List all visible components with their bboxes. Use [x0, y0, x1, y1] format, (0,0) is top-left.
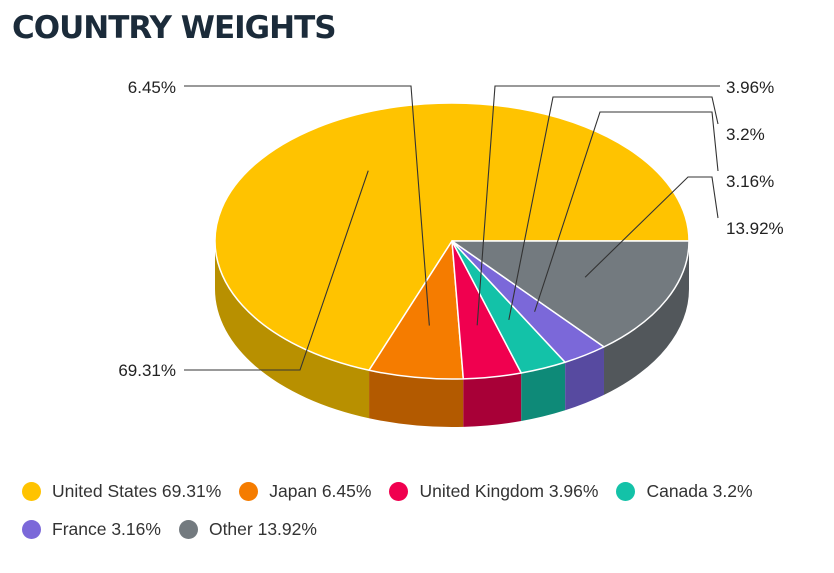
legend-item-united-kingdom[interactable]: United Kingdom 3.96% [389, 481, 598, 502]
legend-item-japan[interactable]: Japan 6.45% [239, 481, 371, 502]
leader-line-united-states [184, 170, 369, 371]
leader-lines [184, 85, 720, 371]
legend-row-2: France 3.16% Other 13.92% [22, 510, 822, 548]
leader-line-other [584, 176, 719, 278]
pie-side-japan [369, 370, 464, 427]
pie-side-france [565, 346, 604, 411]
data-label-united-states: 69.31% [118, 361, 176, 380]
pie-chart: 69.31% 6.45% 3.96% 3.2% 3.16% 13.92% [118, 78, 784, 427]
pie-slice-other[interactable] [451, 240, 690, 348]
data-label-france: 3.16% [726, 172, 774, 191]
data-label-other: 13.92% [726, 219, 784, 238]
legend-label-japan: Japan 6.45% [269, 480, 372, 501]
pie-slices [214, 102, 690, 380]
legend-label-france: France 3.16% [52, 518, 161, 539]
pie-side-united-states [214, 241, 370, 419]
pie-side-united-kingdom [463, 372, 522, 427]
legend-label-united-kingdom: United Kingdom 3.96% [419, 480, 599, 501]
leader-line-canada [508, 96, 719, 321]
legend-swatch-other [178, 519, 198, 539]
chart-title: COUNTRY WEIGHTS [12, 10, 337, 46]
legend-swatch-france [22, 519, 41, 539]
legend-swatch-united-kingdom [389, 481, 409, 501]
data-labels: 69.31% 6.45% 3.96% 3.2% 3.16% 13.92% [118, 78, 783, 380]
legend: United States 69.31% Japan 6.45% United … [22, 472, 822, 548]
legend-swatch-japan [239, 481, 259, 501]
leader-line-japan [184, 85, 430, 326]
legend-item-other[interactable]: Other 13.92% [178, 518, 317, 540]
leader-line-united-kingdom [476, 85, 720, 326]
data-label-united-kingdom: 3.96% [726, 78, 774, 97]
legend-item-france[interactable]: France 3.16% [22, 519, 161, 540]
legend-swatch-canada [616, 481, 636, 501]
legend-label-united-states: United States 69.31% [52, 480, 222, 501]
legend-label-other: Other 13.92% [208, 518, 317, 539]
legend-item-canada[interactable]: Canada 3.2% [616, 480, 753, 502]
pie-side-canada [521, 362, 566, 421]
pie-slice-united-states[interactable] [214, 102, 690, 372]
leader-line-france [534, 111, 719, 312]
pie-side-other [603, 241, 689, 395]
data-label-japan: 6.45% [128, 78, 176, 97]
pie-sides [214, 241, 689, 427]
legend-row-1: United States 69.31% Japan 6.45% United … [22, 472, 822, 510]
legend-label-canada: Canada 3.2% [646, 480, 753, 501]
legend-item-united-states[interactable]: United States 69.31% [22, 481, 221, 502]
data-label-canada: 3.2% [726, 125, 765, 144]
legend-swatch-united-states [22, 481, 41, 501]
